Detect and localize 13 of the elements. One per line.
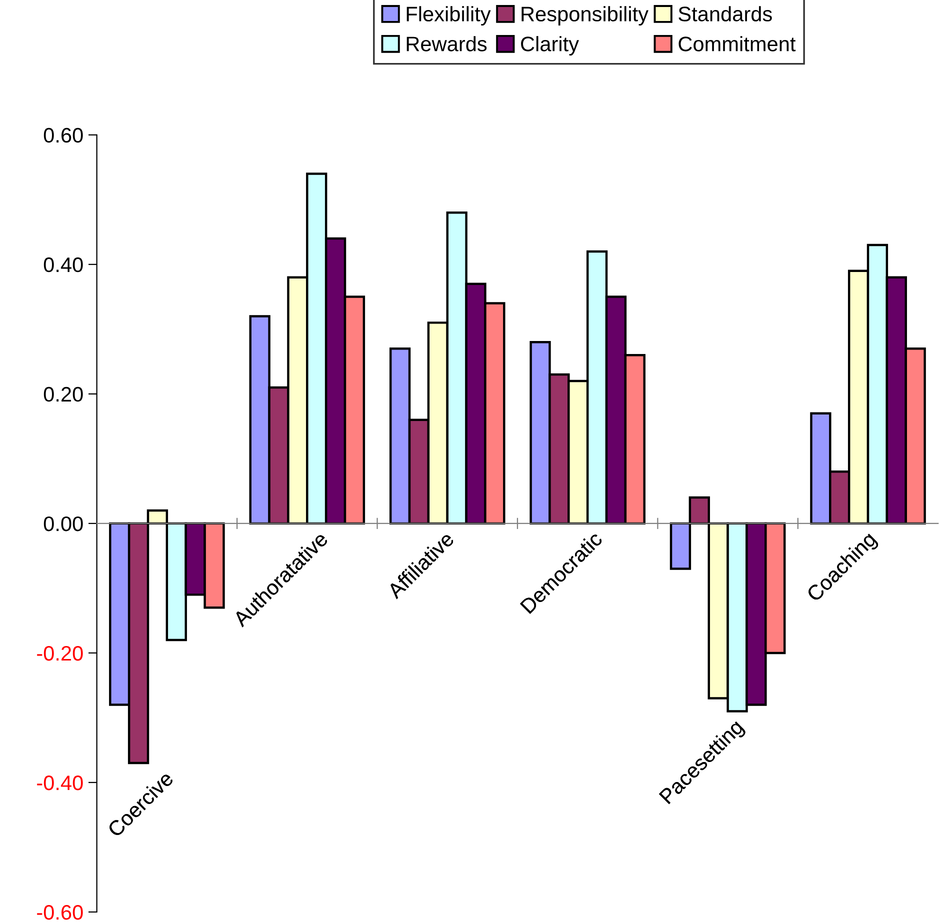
- legend-label: Flexibility: [406, 6, 491, 26]
- legend-label: Responsibility: [522, 6, 648, 26]
- y-tick-label: -0.40: [37, 775, 83, 790]
- legend-label: Clarity: [521, 36, 579, 56]
- legend-label: Commitment: [678, 36, 796, 52]
- y-tick-label: 0.40: [44, 257, 83, 272]
- y-tick-label: -0.60: [37, 904, 83, 920]
- y-tick-label: -0.20: [37, 646, 83, 661]
- legend-label: Rewards: [406, 36, 487, 52]
- y-tick-label: 0.20: [44, 386, 83, 402]
- legend-label: Standards: [678, 6, 772, 22]
- y-tick-label: 0.00: [44, 516, 83, 532]
- y-tick-label: 0.60: [44, 128, 83, 143]
